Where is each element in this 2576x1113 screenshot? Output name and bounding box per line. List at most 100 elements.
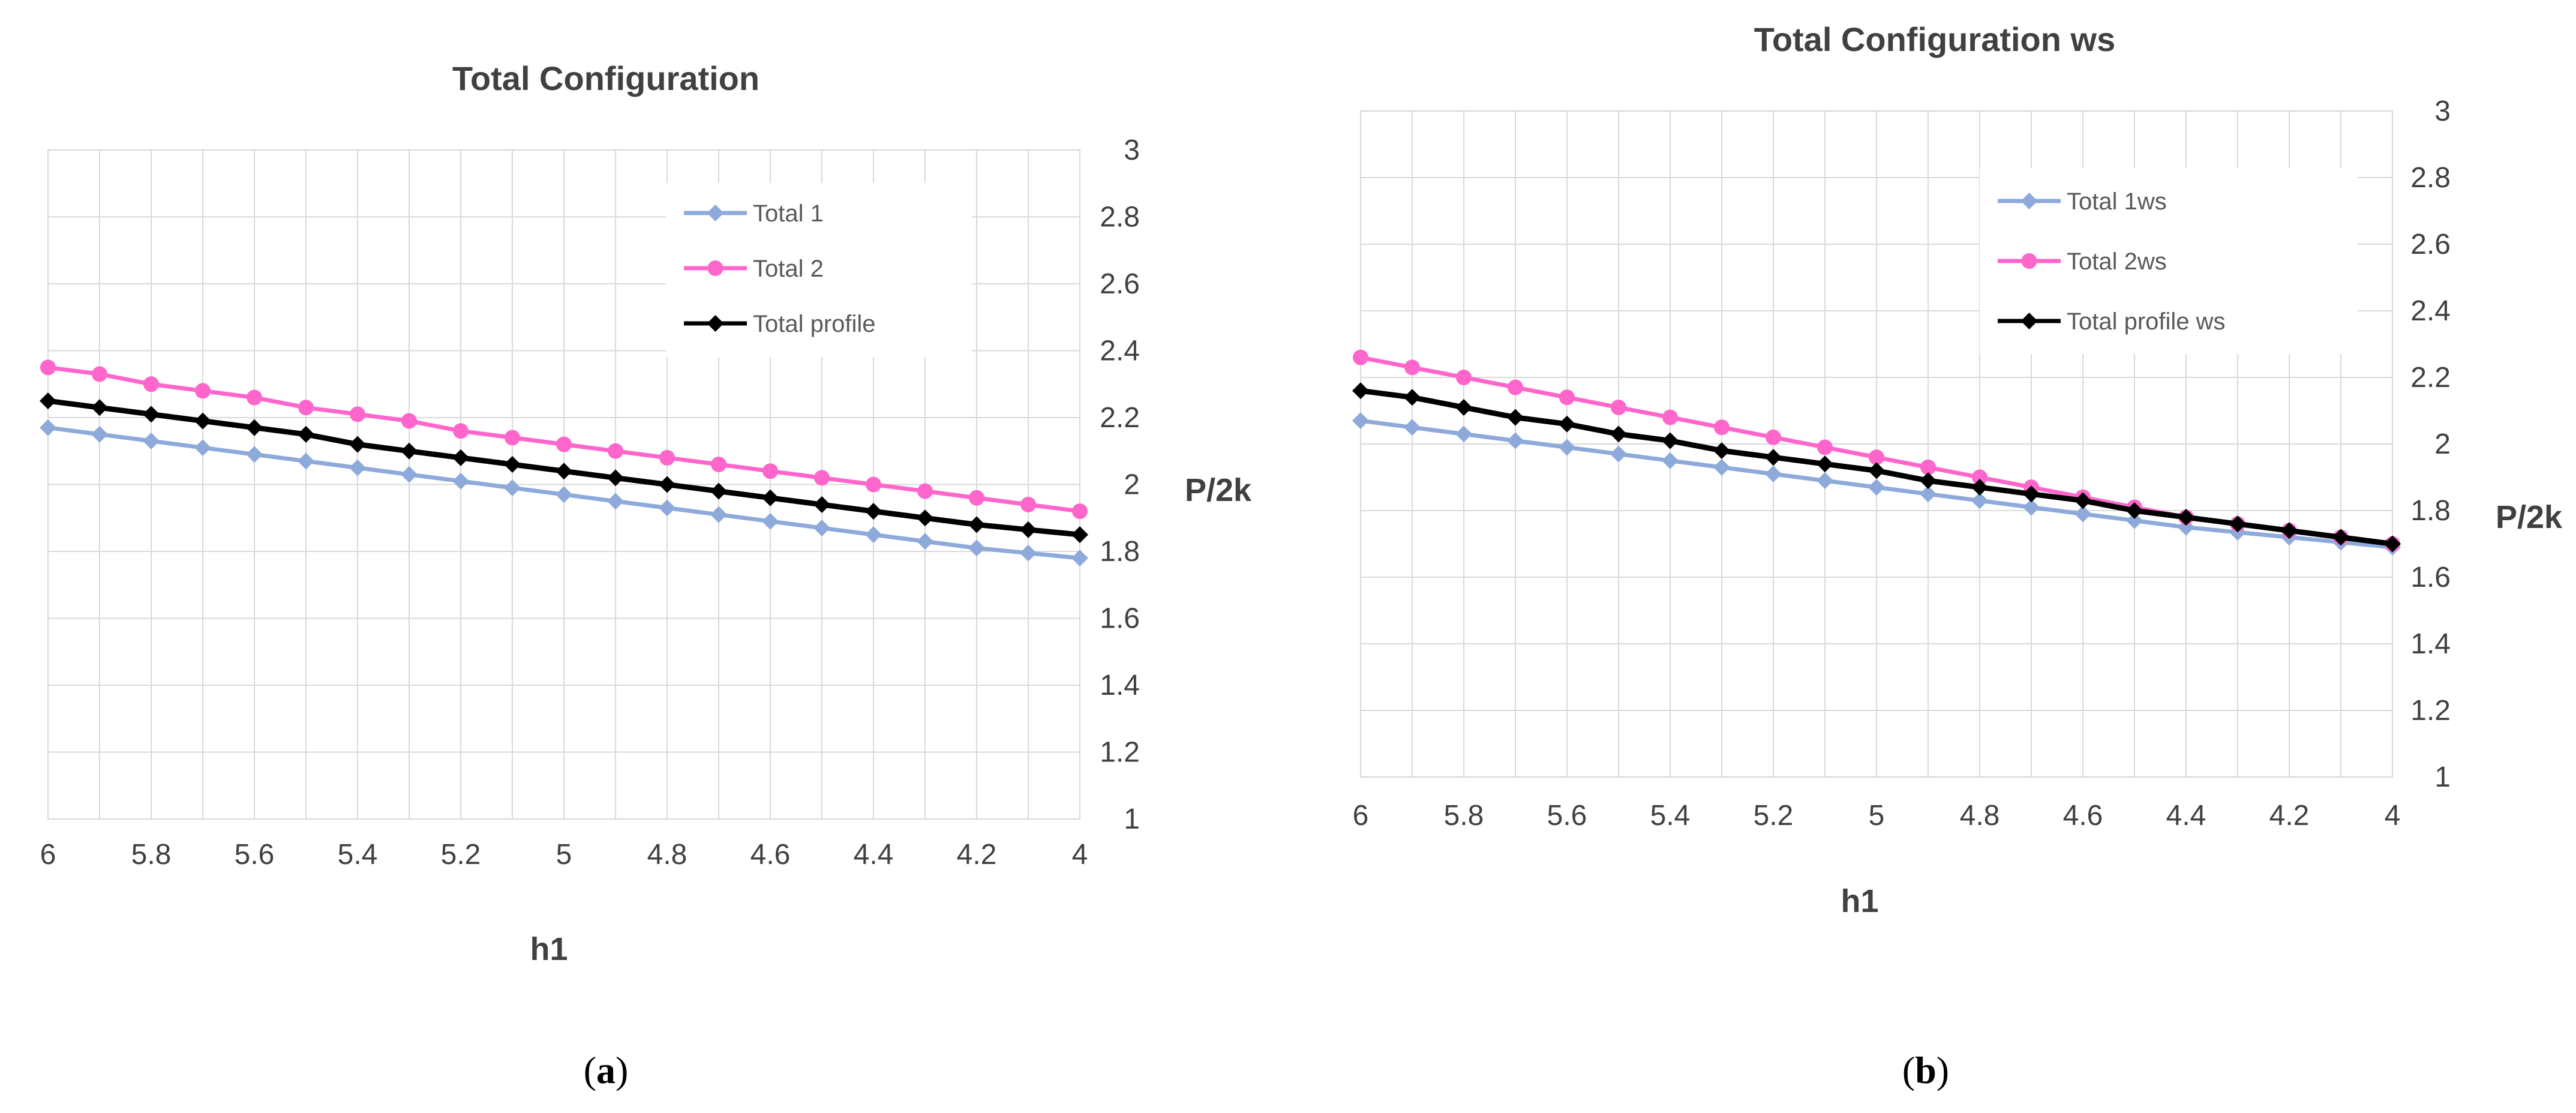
data-point bbox=[401, 466, 418, 483]
data-point bbox=[2074, 505, 2091, 523]
x-tick-label: 5 bbox=[556, 839, 572, 871]
y-tick-label: 1.8 bbox=[1100, 536, 1140, 568]
data-point bbox=[1353, 349, 1368, 365]
x-tick-label: 5.6 bbox=[1547, 800, 1587, 832]
y-tick-label: 2.2 bbox=[2410, 362, 2451, 394]
data-point bbox=[2281, 522, 2298, 539]
data-point bbox=[1404, 419, 1421, 436]
legend: Total 1ws Total 2ws Total profile ws bbox=[1980, 168, 2358, 354]
x-tick-label: 5.2 bbox=[1754, 800, 1794, 832]
data-point bbox=[1610, 425, 1627, 443]
legend-item: Total 1ws bbox=[1998, 188, 2167, 215]
data-point bbox=[40, 419, 56, 436]
data-point bbox=[1971, 492, 1988, 509]
data-point bbox=[401, 442, 418, 460]
y-tick-label: 3 bbox=[1124, 134, 1140, 166]
x-tick-label: 4.4 bbox=[854, 839, 894, 871]
data-point bbox=[1559, 415, 1575, 433]
data-point bbox=[1507, 432, 1524, 449]
data-point bbox=[1559, 439, 1575, 456]
data-point bbox=[92, 366, 107, 382]
y-axis-label: P/2k bbox=[2496, 499, 2563, 535]
y-tick-label: 3 bbox=[2434, 95, 2451, 127]
data-point bbox=[917, 533, 933, 550]
x-tick-label: 6 bbox=[40, 839, 56, 871]
data-point bbox=[1559, 389, 1575, 406]
series-total-profile-ws bbox=[1352, 382, 2401, 553]
data-point bbox=[762, 512, 779, 530]
data-point bbox=[143, 433, 160, 450]
data-point bbox=[659, 499, 675, 517]
caption-letter: b bbox=[1915, 1049, 1936, 1091]
data-point bbox=[608, 443, 623, 459]
legend-marker bbox=[2020, 193, 2038, 209]
legend-item: Total profile bbox=[684, 311, 876, 337]
data-point bbox=[401, 413, 417, 429]
data-point bbox=[505, 430, 520, 446]
y-tick-label: 1.4 bbox=[1100, 670, 1140, 701]
x-tick-label: 4.2 bbox=[957, 839, 997, 871]
caption-letter: a bbox=[596, 1049, 616, 1091]
x-tick-label: 4 bbox=[1072, 839, 1088, 871]
data-point bbox=[865, 526, 882, 544]
legend-label: Total profile ws bbox=[2067, 308, 2226, 335]
y-tick-label: 1.2 bbox=[2410, 695, 2451, 727]
data-point bbox=[866, 476, 881, 493]
data-point bbox=[711, 457, 726, 473]
data-point bbox=[2332, 529, 2349, 546]
chart-title: Total Configuration ws bbox=[1754, 20, 2115, 58]
x-tick-label: 4.6 bbox=[2063, 800, 2103, 832]
data-point bbox=[1662, 409, 1678, 425]
data-point bbox=[1020, 496, 1036, 512]
axis-ticks: 6 5.8 5.6 5.4 5.2 5 4.8 4.6 4.4 4.2 4 1 1.2 1.4 1.6 1.8… bbox=[40, 134, 1140, 871]
data-point bbox=[504, 479, 521, 497]
data-point bbox=[1817, 439, 1833, 455]
x-tick-label: 6 bbox=[1353, 800, 1369, 832]
data-point bbox=[2126, 502, 2143, 519]
data-point bbox=[298, 400, 314, 416]
data-point bbox=[246, 419, 263, 436]
data-point bbox=[1920, 472, 1936, 490]
caption-close-paren: ) bbox=[1936, 1049, 1949, 1091]
x-tick-label: 4.4 bbox=[2166, 800, 2206, 832]
data-point bbox=[968, 516, 985, 533]
data-point bbox=[2229, 515, 2246, 533]
data-point bbox=[1611, 399, 1626, 415]
legend-marker bbox=[707, 205, 724, 221]
data-point bbox=[762, 463, 778, 479]
data-point bbox=[194, 439, 211, 457]
x-tick-label: 4.8 bbox=[647, 839, 687, 871]
data-point bbox=[1662, 452, 1679, 469]
data-point bbox=[1765, 465, 1782, 482]
data-point bbox=[968, 539, 985, 557]
y-tick-label: 1 bbox=[2434, 761, 2451, 793]
y-tick-label: 2.6 bbox=[1100, 268, 1140, 300]
data-point bbox=[1020, 544, 1037, 562]
data-point bbox=[607, 469, 624, 487]
x-tick-label: 5.4 bbox=[338, 839, 378, 871]
legend-label: Total 1 bbox=[753, 200, 824, 227]
legend: Total 1 Total 2 Total profile bbox=[666, 183, 972, 357]
data-point bbox=[40, 392, 56, 410]
data-point bbox=[1817, 455, 1833, 473]
legend-item: Total 1 bbox=[684, 200, 824, 227]
data-point bbox=[1020, 521, 1037, 538]
data-point bbox=[710, 482, 727, 500]
x-tick-label: 4.2 bbox=[2269, 800, 2310, 832]
data-point bbox=[1352, 382, 1369, 400]
data-point bbox=[298, 452, 314, 470]
data-point bbox=[1456, 370, 1472, 385]
data-point bbox=[1714, 419, 1730, 436]
data-point bbox=[91, 425, 108, 443]
legend-label: Total 2 bbox=[753, 256, 824, 282]
data-point bbox=[556, 436, 572, 452]
data-point bbox=[659, 449, 675, 466]
x-tick-label: 4 bbox=[2385, 800, 2401, 832]
data-point bbox=[1071, 550, 1088, 567]
y-tick-label: 2.4 bbox=[2410, 295, 2451, 327]
series-lines bbox=[1352, 349, 2401, 556]
legend-label: Total 2ws bbox=[2067, 248, 2167, 275]
series-total-profile bbox=[40, 392, 1088, 544]
y-tick-label: 2 bbox=[1124, 469, 1140, 501]
axis-ticks: 6 5.8 5.6 5.4 5.2 5 4.8 4.6 4.4 4.2 4 1 1.2 1.4 1.6 1.8… bbox=[1353, 95, 2451, 832]
